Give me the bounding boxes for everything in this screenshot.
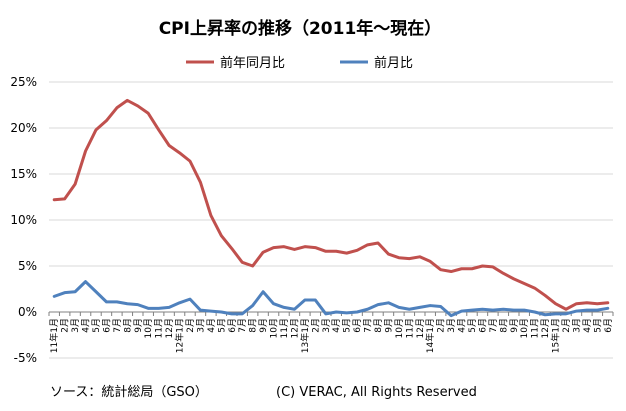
gridlines bbox=[49, 81, 613, 359]
x-tick-label: 7月 bbox=[237, 318, 248, 333]
x-tick-label: 2月 bbox=[310, 318, 321, 333]
x-tick-label: 13年1月 bbox=[299, 318, 311, 353]
x-tick-label: 10月 bbox=[394, 318, 405, 338]
x-tick-label: 3月 bbox=[195, 318, 206, 333]
x-tick-label: 6月 bbox=[352, 318, 363, 333]
x-tick-label: 12月 bbox=[164, 318, 175, 338]
x-tick-label: 9月 bbox=[133, 318, 144, 333]
legend: 前年同月比 前月比 bbox=[186, 55, 413, 71]
x-tick-label: 5月 bbox=[91, 318, 102, 333]
x-tick-label: 7月 bbox=[363, 318, 374, 333]
chart-title: CPI上昇率の推移（2011年～現在） bbox=[159, 18, 442, 39]
y-tick-label: 5% bbox=[18, 259, 37, 273]
x-tick-label: 4月 bbox=[81, 318, 92, 333]
x-tick-label: 2月 bbox=[436, 318, 447, 333]
x-tick-label: 6月 bbox=[477, 318, 488, 333]
x-tick-label: 12月 bbox=[540, 318, 551, 338]
x-tick-label: 12月 bbox=[415, 318, 426, 338]
plot-area bbox=[52, 98, 610, 318]
y-axis: -5% 0% 5% 10% 15% 20% 25% bbox=[10, 75, 37, 365]
x-tick-label: 6月 bbox=[227, 318, 238, 333]
x-tick-label: 5月 bbox=[467, 318, 478, 333]
x-tick-label: 15年1月 bbox=[550, 318, 562, 353]
series-line-mom bbox=[52, 280, 610, 318]
x-tick-label: 3月 bbox=[446, 318, 457, 333]
x-tick-label: 11月 bbox=[404, 318, 415, 338]
x-tick-label: 11月 bbox=[530, 318, 541, 338]
y-tick-label: 0% bbox=[18, 305, 37, 319]
y-tick-label: 20% bbox=[10, 121, 37, 135]
x-tick-label: 4月 bbox=[457, 318, 468, 333]
source-note: ソース：統計総局（GSO） bbox=[50, 384, 208, 400]
x-tick-label: 3月 bbox=[571, 318, 582, 333]
x-tick-label: 6月 bbox=[101, 318, 112, 333]
x-tick-label: 4月 bbox=[331, 318, 342, 333]
x-tick-label: 5月 bbox=[592, 318, 603, 333]
x-tick-label: 10月 bbox=[269, 318, 280, 338]
x-tick-label: 8月 bbox=[373, 318, 384, 333]
x-tick-label: 2月 bbox=[561, 318, 572, 333]
x-tick-label: 11月 bbox=[279, 318, 290, 338]
x-tick-label: 4月 bbox=[582, 318, 593, 333]
x-tick-label: 5月 bbox=[342, 318, 353, 333]
x-tick-label: 2月 bbox=[185, 318, 196, 333]
x-tick-label: 8月 bbox=[498, 318, 509, 333]
series-line-yoy bbox=[52, 98, 610, 311]
x-tick-label: 7月 bbox=[488, 318, 499, 333]
x-tick-label: 11年1月 bbox=[48, 318, 60, 353]
y-tick-label: -5% bbox=[14, 351, 37, 365]
x-tick-label: 9月 bbox=[383, 318, 394, 333]
x-tick-label: 3月 bbox=[321, 318, 332, 333]
y-tick-label: 25% bbox=[10, 75, 37, 89]
copyright-note: (C) VERAC, All Rights Reserved bbox=[276, 385, 477, 400]
x-tick-label: 10月 bbox=[519, 318, 530, 338]
x-axis: 11年1月 2月 3月 4月 5月 6月 7月 8月 9月 10月 11月 12月 12年1月 2月 3月 4… bbox=[48, 311, 614, 353]
x-tick-label: 3月 bbox=[70, 318, 81, 333]
x-tick-label: 8月 bbox=[248, 318, 259, 333]
x-tick-label: 2月 bbox=[60, 318, 71, 333]
legend-label-yoy: 前年同月比 bbox=[220, 55, 285, 71]
x-tick-label: 12月 bbox=[289, 318, 300, 338]
y-tick-label: 15% bbox=[10, 167, 37, 181]
x-tick-label: 9月 bbox=[509, 318, 520, 333]
x-tick-label: 5月 bbox=[216, 318, 227, 333]
x-tick-label: 7月 bbox=[112, 318, 123, 333]
x-tick-label: 14年1月 bbox=[424, 318, 436, 353]
x-tick-label: 10月 bbox=[143, 318, 154, 338]
x-tick-label: 12年1月 bbox=[174, 318, 186, 353]
x-tick-label: 8月 bbox=[122, 318, 133, 333]
y-tick-label: 10% bbox=[10, 213, 37, 227]
x-tick-label: 6月 bbox=[603, 318, 614, 333]
x-tick-label: 4月 bbox=[206, 318, 217, 333]
x-tick-label: 9月 bbox=[258, 318, 269, 333]
x-tick-label: 11月 bbox=[154, 318, 165, 338]
legend-label-mom: 前月比 bbox=[374, 55, 413, 71]
